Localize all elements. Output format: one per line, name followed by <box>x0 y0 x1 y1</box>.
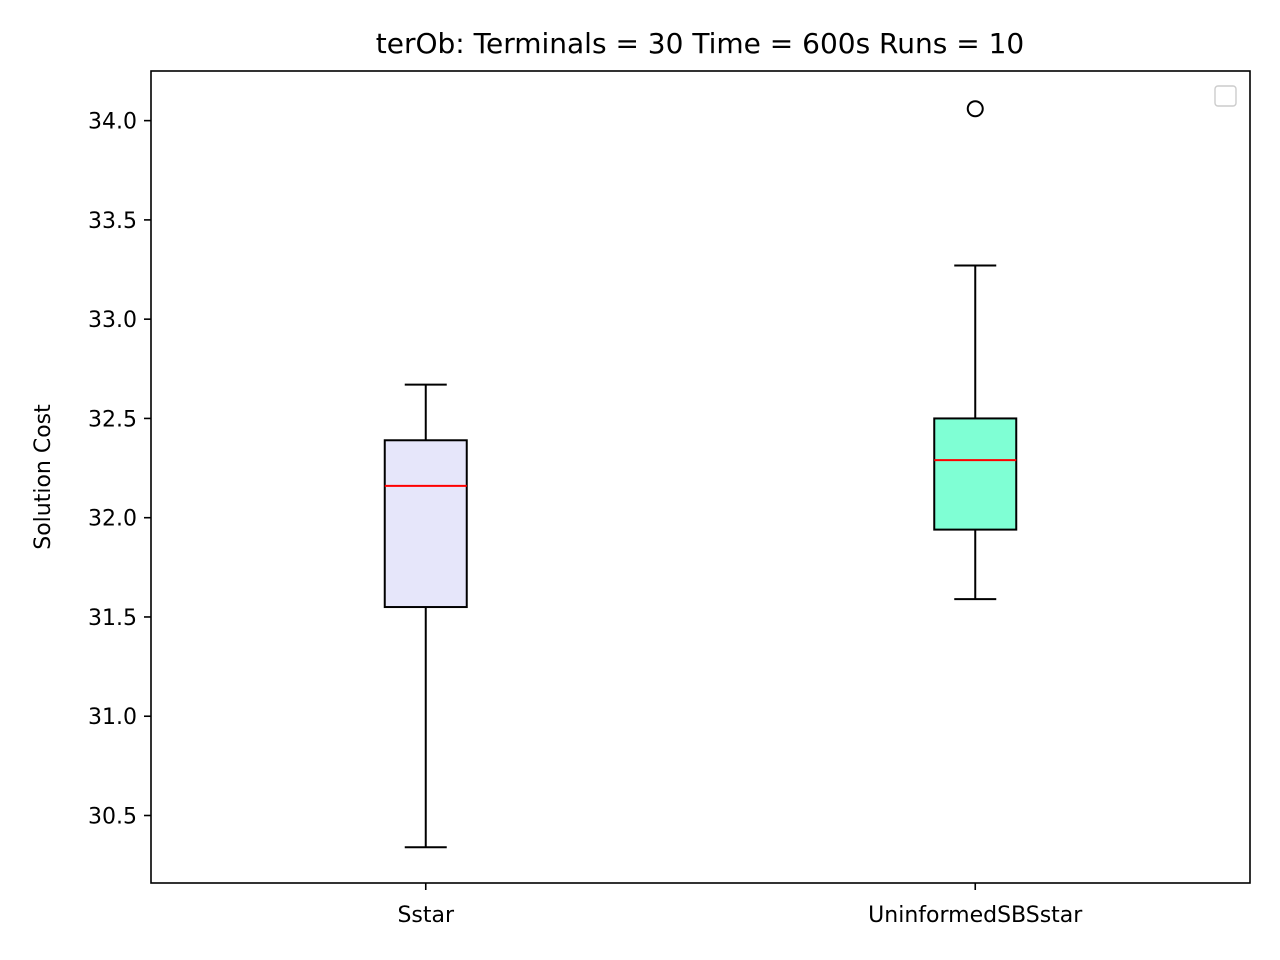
y-tick-label: 33.0 <box>88 308 137 333</box>
plot-area: 30.5 31.0 31.5 32.0 32.5 33.0 33.5 34.0 Sstar Uni… <box>88 70 1251 928</box>
y-tick-label: 33.5 <box>88 209 137 234</box>
y-tick-label: 30.5 <box>88 804 137 829</box>
plot-frame <box>150 70 1251 884</box>
chart-title: terOb: Terminals = 30 Time = 600s Runs =… <box>376 27 1024 60</box>
x-tick-label: Sstar <box>397 903 455 928</box>
box-iqr <box>383 439 468 609</box>
x-tick-label: UninformedSBSstar <box>868 903 1083 928</box>
y-tick-label: 34.0 <box>88 110 137 135</box>
y-tick-label: 32.0 <box>88 507 137 532</box>
y-tick-label: 32.5 <box>88 407 137 432</box>
y-axis-label: Solution Cost <box>31 404 56 550</box>
box-iqr <box>933 417 1018 531</box>
legend-box <box>1214 85 1237 107</box>
outlier-point <box>966 100 984 118</box>
y-tick-label: 31.0 <box>88 705 137 730</box>
y-tick-label: 31.5 <box>88 606 137 631</box>
